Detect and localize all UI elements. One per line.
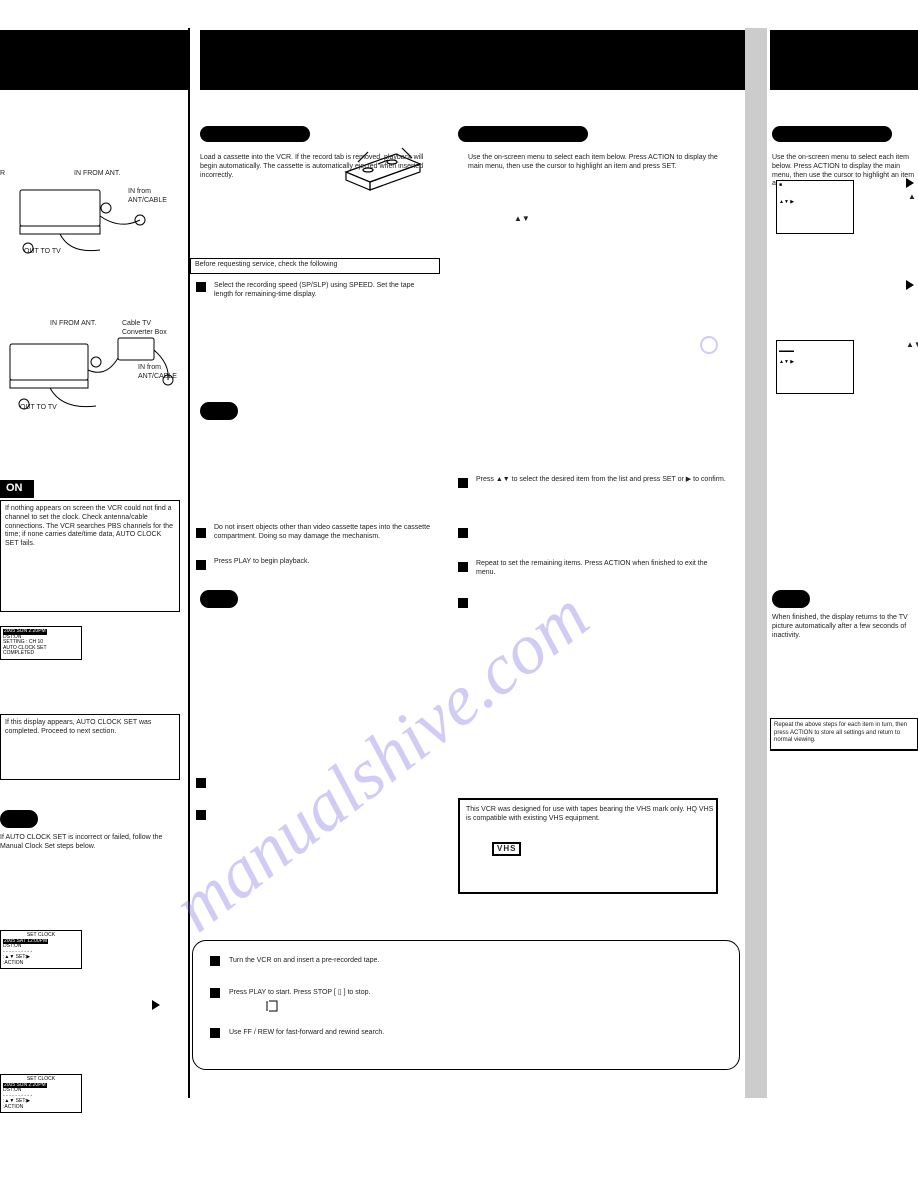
label-in-from-ant-b: IN FROM ANT. <box>50 320 96 329</box>
subhead-pill-1 <box>200 126 310 142</box>
osd-m1-l1: ■ <box>779 182 782 188</box>
label-out-to-tv-a: OUT TO TV <box>24 248 61 257</box>
triangle-right-1 <box>906 178 914 188</box>
osd-menu-2: ▬▬▬ ▲▼ ▶ <box>776 340 854 394</box>
item-speed: Select the recording speed (SP/SLP) usin… <box>214 282 434 300</box>
playback-step-2: Press PLAY to start. Press STOP [ ▯ ] to… <box>229 989 719 998</box>
grey-strip <box>745 28 767 1098</box>
osd-autoclock-complete: 2005 SUN 2:20PM DST:ON SETTING : CH 10 A… <box>0 626 82 660</box>
vhs-note-box: This VCR was designed for use with tapes… <box>458 798 718 894</box>
autoclock-note-1: If nothing appears on screen the VCR cou… <box>5 505 175 549</box>
osd-line-4: COMPLETED <box>3 650 34 656</box>
arrows-ud-1: ▲▼ <box>514 214 530 224</box>
step-oval-4 <box>0 810 38 828</box>
label-cable-box: Cable TV Converter Box <box>122 320 176 338</box>
step-oval-2 <box>200 590 238 608</box>
right-rule-2 <box>770 750 918 751</box>
label-r: R <box>0 170 5 179</box>
bullet-sq <box>210 988 220 998</box>
osd-set-clock-2: SET CLOCK 2005 SUN 2:20PM DST:ON - - - -… <box>0 1074 82 1113</box>
menu-intro: Use the on-screen menu to select each it… <box>468 154 728 172</box>
manual-clock-note: If AUTO CLOCK SET is incorrect or failed… <box>0 834 180 852</box>
playback-step-3: Use FF / REW for fast-forward and rewind… <box>229 1029 719 1038</box>
header-bar-left <box>0 30 188 90</box>
connector-diagram-b: IN FROM ANT. Cable TV Converter Box IN f… <box>0 320 186 422</box>
osd-m1-l4: ▲▼ ▶ <box>779 199 794 205</box>
step-oval-3 <box>772 590 810 608</box>
bullet-sq <box>210 1028 220 1038</box>
playback-steps-box: Turn the VCR on and insert a pre-recorde… <box>192 940 740 1070</box>
bullet-sq <box>196 528 206 538</box>
menu-step-a: Press ▲▼ to select the desired item from… <box>476 476 726 485</box>
triangle-right-2 <box>906 280 914 290</box>
step-oval-1 <box>200 402 238 420</box>
right-after: When finished, the display returns to th… <box>772 614 916 640</box>
bullet-sq <box>458 562 468 572</box>
manual-page: ON R IN FROM ANT. <box>0 0 918 1188</box>
osd-m2-l4: ▲▼ ▶ <box>779 359 794 365</box>
vhs-note: This VCR was designed for use with tapes… <box>466 806 714 824</box>
header-bar-mid <box>200 30 745 90</box>
item-play: Press PLAY to begin playback. <box>214 558 434 567</box>
bullet-sq <box>196 282 206 292</box>
osd-s2-l4: :ACTION <box>3 1104 23 1110</box>
bullet-sq <box>196 810 206 820</box>
subhead-pill-2 <box>458 126 588 142</box>
troubleshoot-text: Before requesting service, check the fol… <box>195 261 337 270</box>
label-out-to-tv-b: OUT TO TV <box>20 404 57 413</box>
osd-set-clock-1: SET CLOCK 2005 SAT 12:00PM DST:ON - - - … <box>0 930 82 969</box>
autoclock-note-box-2: If this display appears, AUTO CLOCK SET … <box>0 714 180 780</box>
troubleshoot-box: Before requesting service, check the fol… <box>190 258 440 274</box>
arrow-up-r1: ▲ <box>908 192 916 202</box>
item-caution: Do not insert objects other than video c… <box>214 524 434 542</box>
right-repeat-box: Repeat the above steps for each item in … <box>770 718 918 750</box>
menu-step-b: Repeat to set the remaining items. Press… <box>476 560 726 578</box>
bullet-sq <box>196 778 206 788</box>
bullet-sq <box>458 528 468 538</box>
bullet-sq <box>458 598 468 608</box>
arrows-ud-r2: ▲▼ <box>906 340 918 350</box>
osd-menu-1: ■ ▲▼ ▶ <box>776 180 854 234</box>
subhead-pill-3 <box>772 126 892 142</box>
header-bar-right <box>770 30 918 90</box>
label-in-from-ant-cable-b: IN from ANT/CABLE <box>138 364 188 382</box>
autoclock-note-2: If this display appears, AUTO CLOCK SET … <box>5 719 175 737</box>
bullet-sq <box>458 478 468 488</box>
osd-m2-l2: ▬▬▬ <box>779 348 794 354</box>
watermark-dot-icon <box>700 336 718 354</box>
right-repeat-text: Repeat the above steps for each item in … <box>774 722 914 745</box>
para-load-cassette: Load a cassette into the VCR. If the rec… <box>200 154 430 180</box>
on-label-text: ON <box>6 482 23 496</box>
vhs-logo: VHS <box>492 842 521 856</box>
autoclock-note-box-1: If nothing appears on screen the VCR cou… <box>0 500 180 612</box>
stop-bracket-icon <box>265 999 281 1013</box>
triangle-set-arrow <box>152 1000 160 1010</box>
connector-diagram-a: R IN FROM ANT. IN from ANT/CABLE OUT TO … <box>0 170 180 262</box>
playback-step-1: Turn the VCR on and insert a pre-recorde… <box>229 957 719 966</box>
label-in-from-ant-a: IN FROM ANT. <box>74 170 120 179</box>
bullet-sq <box>196 560 206 570</box>
label-in-from-ant-cable-a: IN from ANT/CABLE <box>128 188 178 206</box>
divider-left <box>188 28 190 1098</box>
osd-s1-l4: :ACTION <box>3 960 23 966</box>
bullet-sq <box>210 956 220 966</box>
